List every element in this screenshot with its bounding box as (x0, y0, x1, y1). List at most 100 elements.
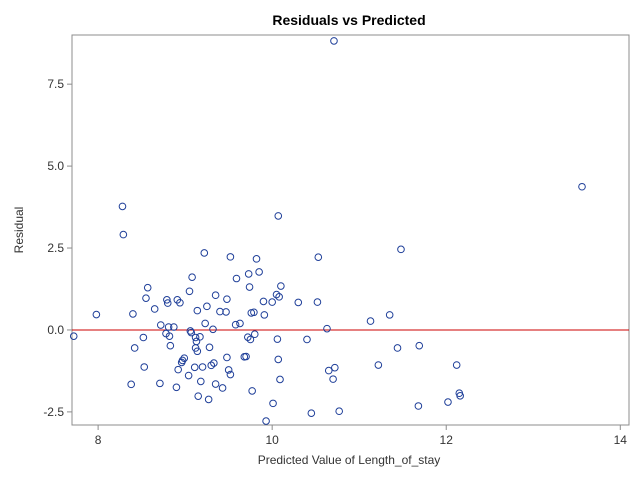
data-point (414, 402, 423, 410)
data-point (222, 308, 230, 316)
data-point (207, 361, 216, 370)
data-point (172, 383, 181, 392)
data-point (184, 371, 193, 380)
data-point (164, 323, 173, 331)
data-point (178, 356, 187, 365)
data-point (170, 323, 178, 331)
data-point (335, 407, 343, 416)
data-point (218, 384, 227, 392)
x-tick-label: 10 (265, 433, 279, 447)
data-point (236, 319, 244, 328)
x-axis: 8 10 12 14 (95, 425, 627, 447)
data-point (224, 366, 233, 374)
data-point (143, 283, 152, 292)
data-point (329, 375, 337, 383)
data-points (69, 37, 586, 425)
chart-title: Residuals vs Predicted (272, 12, 425, 28)
data-point (385, 311, 394, 319)
data-point (231, 320, 240, 329)
data-point (188, 273, 196, 281)
data-point (185, 287, 194, 296)
data-point (268, 298, 276, 306)
data-point (223, 295, 231, 303)
data-point (274, 212, 283, 220)
data-point (232, 274, 241, 283)
data-point (203, 302, 211, 311)
data-point (193, 347, 202, 356)
data-point (140, 363, 149, 371)
x-tick-label: 8 (95, 433, 102, 447)
data-point (314, 253, 323, 262)
data-point (456, 392, 464, 400)
data-point (303, 335, 311, 344)
data-point (262, 417, 270, 425)
data-point (194, 392, 202, 400)
data-point (139, 333, 148, 342)
data-point (130, 344, 139, 352)
data-point (226, 253, 235, 261)
data-point (165, 332, 174, 340)
data-point (150, 305, 159, 313)
data-point (245, 283, 254, 291)
data-point (452, 361, 461, 369)
data-point (294, 298, 303, 307)
data-point (176, 298, 184, 307)
data-point (415, 341, 424, 350)
data-point (330, 37, 338, 45)
y-axis-label: Residual (12, 207, 26, 254)
data-point (223, 353, 231, 362)
data-point (204, 395, 213, 404)
data-point (444, 398, 452, 406)
data-point (187, 328, 196, 337)
data-point (393, 344, 402, 352)
data-point (210, 359, 218, 367)
data-point (248, 387, 256, 395)
data-point (366, 317, 375, 325)
data-point (250, 308, 258, 317)
data-point (255, 268, 263, 276)
data-point (118, 202, 127, 211)
data-point (193, 306, 202, 315)
data-point (163, 299, 172, 307)
data-point (242, 352, 250, 361)
data-point (374, 361, 383, 369)
data-point (190, 363, 199, 372)
data-point (119, 230, 128, 239)
y-axis: -2.5 0.0 2.5 5.0 7.5 (43, 77, 72, 419)
x-axis-label: Predicted Value of Length_of_stay (258, 453, 441, 467)
y-tick-label: 0.0 (47, 323, 64, 337)
data-point (260, 311, 269, 319)
y-tick-label: -2.5 (43, 405, 64, 419)
data-point (156, 321, 165, 329)
data-point (397, 245, 405, 254)
data-point (196, 333, 204, 341)
data-point (246, 335, 255, 344)
data-point (92, 310, 101, 319)
data-point (272, 290, 281, 299)
data-point (129, 310, 137, 318)
data-point (211, 380, 220, 388)
y-tick-label: 2.5 (47, 241, 64, 255)
data-point (244, 270, 253, 278)
data-point (313, 298, 322, 306)
data-point (163, 296, 171, 304)
data-point (244, 333, 252, 341)
data-point (197, 377, 205, 386)
data-point (578, 182, 586, 191)
data-point (174, 365, 182, 374)
data-point (166, 341, 175, 350)
data-point (69, 332, 78, 340)
data-point (209, 325, 217, 334)
data-point (324, 366, 333, 375)
data-point (200, 249, 209, 257)
plot-area-frame (71, 34, 630, 426)
y-tick-label: 7.5 (47, 77, 64, 91)
data-point (205, 343, 214, 352)
data-point (273, 335, 282, 343)
data-point (180, 354, 189, 362)
data-point (186, 327, 195, 335)
data-point (277, 282, 285, 290)
data-point (269, 399, 277, 408)
data-point (226, 370, 235, 379)
